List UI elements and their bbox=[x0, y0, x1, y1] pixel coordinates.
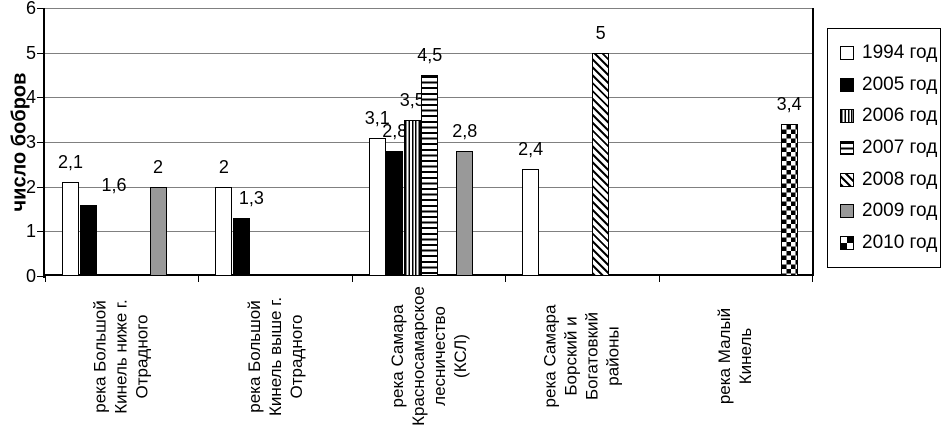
bar-2005-cat1 bbox=[79, 204, 97, 276]
bar-2009-cat3 bbox=[456, 150, 474, 276]
bar-1994-cat4 bbox=[522, 168, 540, 276]
legend-item-label: 1994 год bbox=[862, 41, 938, 63]
data-label: 4,5 bbox=[417, 45, 443, 65]
y-tick-label: 3 bbox=[25, 132, 36, 152]
legend-item-label: 2007 год bbox=[862, 136, 938, 158]
category-label: река Самара Красносамарское лесничество … bbox=[352, 284, 505, 428]
data-label: 1,6 bbox=[101, 174, 127, 195]
y-tick-mark bbox=[37, 8, 43, 9]
bar-2009-cat1 bbox=[149, 186, 167, 276]
legend-item: 2006 год bbox=[840, 105, 940, 127]
bar-1994-cat1 bbox=[62, 182, 79, 276]
bar-2005-cat3 bbox=[386, 150, 404, 276]
legend: 1994 год 2005 год 2006 год 2007 год 2008 год… bbox=[827, 28, 941, 268]
category-label: река Большой Кинель выше г. Отрадного bbox=[198, 284, 351, 428]
legend-item-label: 2006 год bbox=[862, 105, 938, 127]
data-label: 3,1 bbox=[364, 107, 390, 128]
legend-item: 2009 год bbox=[840, 200, 940, 222]
legend-swatch-checkerboard bbox=[840, 236, 854, 251]
category-label-text: река Самара Красносамарское лесничество … bbox=[387, 286, 470, 426]
data-label: 2,8 bbox=[382, 120, 408, 141]
data-label: 2,1 bbox=[57, 152, 84, 173]
data-label: 3,4 bbox=[776, 94, 802, 115]
data-label: 5 bbox=[595, 22, 606, 43]
bar-2006-cat3 bbox=[403, 119, 421, 276]
y-tick-mark bbox=[37, 142, 43, 143]
bar-1994-cat2 bbox=[215, 186, 233, 276]
legend-item-label: 2009 год bbox=[862, 200, 938, 222]
legend-item-label: 2008 год bbox=[862, 168, 938, 190]
y-tick-mark bbox=[37, 276, 43, 277]
y-tick-label: 1 bbox=[25, 221, 36, 242]
x-tick-mark bbox=[45, 276, 46, 282]
y-tick-label: 5 bbox=[25, 42, 36, 63]
category-label: река Самара Борский и Богатовкий районы bbox=[505, 284, 658, 428]
x-tick-mark bbox=[505, 276, 507, 282]
data-label: 2,8 bbox=[452, 120, 478, 141]
legend-item: 2008 год bbox=[840, 169, 940, 191]
x-tick-mark bbox=[658, 276, 660, 282]
legend-swatch-plain-white bbox=[840, 45, 854, 60]
bar-2010-cat5 bbox=[780, 124, 798, 276]
legend-swatch-solid-gray bbox=[840, 204, 854, 219]
bar-1994-cat3 bbox=[368, 137, 386, 276]
legend-item-label: 2010 год bbox=[862, 232, 938, 254]
category-label-text: река Большой Кинель ниже г. Отрадного bbox=[91, 298, 153, 414]
x-tick-mark bbox=[812, 276, 813, 282]
plot-area-right-border bbox=[812, 8, 814, 276]
category-label-text: река Большой Кинель выше г. Отрадного bbox=[244, 296, 306, 416]
data-label: 3,5 bbox=[399, 89, 425, 110]
y-axis-line bbox=[43, 8, 45, 278]
legend-swatch-solid-black bbox=[840, 77, 854, 92]
y-tick-label: 2 bbox=[25, 176, 36, 197]
legend-item: 2010 год bbox=[840, 232, 940, 254]
legend-item: 2007 год bbox=[840, 137, 940, 159]
legend-item-label: 2005 год bbox=[862, 73, 938, 95]
gridline bbox=[45, 8, 812, 9]
legend-item: 2005 год bbox=[840, 74, 940, 96]
bar-2008-cat4 bbox=[592, 52, 610, 276]
legend-swatch-vertical-stripes bbox=[840, 109, 854, 124]
bar-2007-cat3 bbox=[421, 75, 439, 276]
data-label: 2,4 bbox=[518, 138, 544, 159]
y-tick-mark bbox=[37, 186, 43, 188]
y-tick-mark bbox=[37, 97, 43, 99]
legend-swatch-diagonal-stripes bbox=[840, 172, 854, 187]
y-tick-label: 6 bbox=[25, 0, 36, 18]
data-label: 1,3 bbox=[238, 187, 264, 208]
data-label: 2 bbox=[218, 156, 229, 177]
category-label: река Большой Кинель ниже г. Отрадного bbox=[45, 284, 198, 428]
category-label-text: река Малый Кинель bbox=[715, 307, 756, 405]
x-tick-mark bbox=[351, 276, 353, 282]
bar-2005-cat2 bbox=[232, 217, 250, 276]
y-tick-label: 0 bbox=[25, 266, 36, 286]
legend-swatch-horizontal-stripes bbox=[840, 140, 854, 155]
category-label: река Малый Кинель bbox=[659, 284, 812, 428]
legend-item: 1994 год bbox=[840, 42, 940, 64]
x-tick-mark bbox=[198, 276, 200, 282]
y-tick-mark bbox=[37, 231, 43, 233]
category-label-text: река Самара Борский и Богатовкий районы bbox=[540, 304, 623, 408]
y-tick-mark bbox=[37, 52, 43, 54]
y-tick-label: 4 bbox=[25, 87, 36, 108]
data-label: 2 bbox=[152, 156, 163, 177]
gridline bbox=[45, 52, 812, 54]
